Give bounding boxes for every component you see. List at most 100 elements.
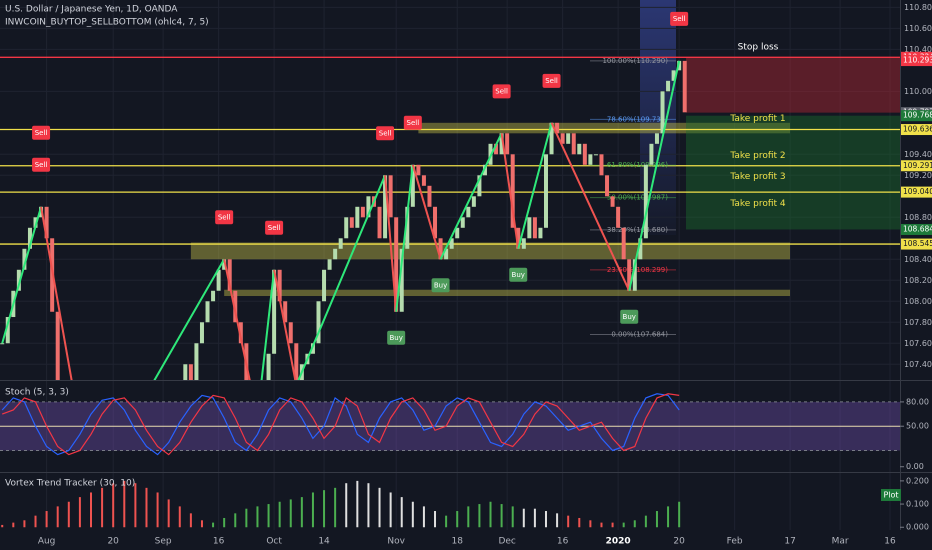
vortex-bar	[289, 499, 292, 528]
vortex-bar	[678, 501, 681, 528]
signal-label: Sell	[218, 213, 231, 221]
zigzag-segment	[297, 174, 387, 380]
candle	[355, 206, 360, 228]
signal-badge	[32, 157, 51, 172]
vortex-bar	[389, 492, 392, 528]
candle	[333, 248, 338, 260]
candle	[582, 143, 587, 165]
zigzag-segment	[273, 269, 297, 380]
fib-label: 61.80%(109.296)	[607, 161, 668, 169]
candle	[571, 133, 576, 155]
signal-badge	[670, 11, 689, 26]
candle	[599, 154, 604, 176]
candle	[588, 154, 593, 165]
candle	[593, 154, 598, 156]
y-tick-label: 0.100	[906, 500, 929, 509]
vortex-bar	[522, 508, 525, 528]
signal-label: Sell	[407, 119, 420, 127]
zone	[224, 289, 790, 297]
y-tick-label: 107.600	[904, 339, 932, 348]
candle	[638, 238, 643, 260]
candle	[322, 269, 327, 302]
x-tick-label: Sep	[155, 537, 172, 547]
x-tick-label: Nov	[387, 537, 405, 547]
price-tag-label: 109.636	[903, 125, 932, 134]
vortex-bar	[434, 511, 437, 528]
vortex-bar	[12, 522, 15, 528]
candle	[227, 259, 232, 291]
candle	[555, 122, 560, 134]
y-tick-label: 110.400	[904, 45, 932, 54]
candle	[5, 317, 10, 344]
x-tick-label: Dec	[498, 537, 515, 547]
candle	[499, 133, 504, 155]
vortex-bar	[112, 483, 115, 528]
vortex-bar	[167, 499, 170, 528]
candle	[482, 164, 487, 176]
vortex-title: Vortex Trend Tracker (30, 10)	[5, 479, 135, 489]
signal-badge	[376, 126, 395, 141]
candle	[383, 175, 388, 239]
vortex-bar	[500, 504, 503, 528]
vortex-bar	[267, 504, 270, 528]
vortex-bar	[323, 490, 326, 528]
x-tick-label: 17	[784, 537, 795, 547]
signal-label: Sell	[268, 224, 281, 232]
zigzag-segment	[628, 60, 681, 291]
target-label: Take profit 2	[729, 151, 785, 161]
signal-badge	[431, 278, 450, 293]
price-tag	[901, 55, 932, 67]
candle	[666, 80, 671, 92]
x-tick-label: 20	[107, 537, 119, 547]
zigzag-segment	[411, 164, 442, 260]
candle	[188, 364, 193, 380]
legend-label: Plot	[883, 491, 898, 500]
zigzag-segment	[1, 206, 43, 344]
fib-label: 23.60%(108.299)	[607, 266, 668, 274]
signal-label: Sell	[379, 129, 392, 137]
target-label: Stop loss	[738, 43, 779, 53]
candle	[677, 60, 682, 71]
x-tick-label: 2020	[606, 537, 631, 547]
price-tag	[901, 124, 932, 136]
vortex-bar	[511, 506, 514, 528]
fib-label: 0.00%(107.684)	[611, 330, 668, 338]
candle	[471, 196, 476, 207]
candle	[399, 248, 404, 312]
vortex-bar	[544, 511, 547, 528]
x-tick-label: 14	[318, 537, 330, 547]
candle	[682, 60, 687, 113]
signal-badge	[215, 210, 234, 225]
zigzag-segment	[395, 164, 414, 312]
vortex-bar	[189, 513, 192, 528]
price-tag-label: 108.684	[903, 224, 932, 233]
signal-label: Sell	[35, 129, 48, 137]
candle	[449, 238, 454, 249]
y-tick-label: 109.400	[904, 150, 932, 159]
vortex-bar	[456, 511, 459, 528]
candle	[438, 238, 443, 260]
fib-label: 50.00%(108.987)	[607, 194, 668, 202]
zigzag-segment	[500, 133, 520, 249]
candle	[654, 133, 659, 144]
candle	[494, 143, 499, 155]
candle	[216, 269, 221, 291]
vortex-bar	[145, 487, 148, 528]
candle	[194, 343, 199, 380]
candle	[349, 217, 354, 228]
vortex-bar	[200, 520, 203, 528]
candle	[405, 206, 410, 249]
candle	[560, 133, 565, 144]
candle	[538, 227, 543, 239]
zigzag-segment	[40, 206, 73, 380]
vortex-bar	[556, 513, 559, 528]
candle	[211, 290, 216, 302]
legend-badge	[881, 489, 901, 501]
zone	[418, 122, 790, 134]
price-tag-label: 109.040	[903, 187, 932, 196]
vortex-bar	[489, 501, 492, 528]
candle	[605, 175, 610, 197]
vortex-bar	[667, 506, 670, 528]
signal-badge	[403, 115, 422, 130]
